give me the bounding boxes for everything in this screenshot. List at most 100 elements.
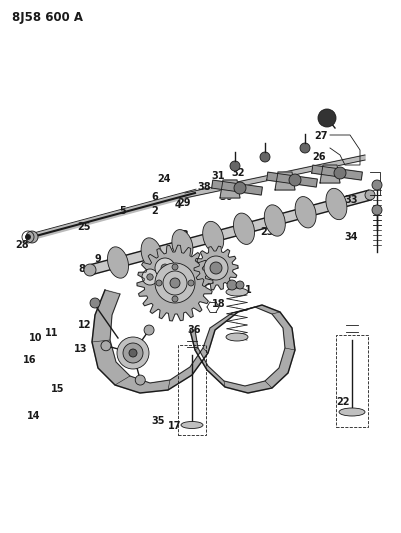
Ellipse shape [226, 288, 248, 296]
Ellipse shape [233, 213, 255, 245]
Circle shape [147, 274, 153, 280]
Ellipse shape [181, 422, 203, 429]
Circle shape [204, 256, 228, 280]
Circle shape [26, 235, 30, 239]
Ellipse shape [203, 221, 224, 253]
Text: 16: 16 [23, 355, 37, 365]
Polygon shape [137, 245, 213, 321]
Text: 21: 21 [176, 286, 189, 295]
Text: 14: 14 [27, 411, 41, 421]
Circle shape [372, 180, 382, 190]
Circle shape [172, 296, 178, 302]
Text: 22: 22 [336, 398, 350, 407]
Circle shape [101, 341, 111, 351]
Text: 5: 5 [119, 206, 126, 215]
Polygon shape [89, 190, 371, 275]
Polygon shape [31, 191, 196, 239]
Text: 35: 35 [152, 416, 165, 426]
Ellipse shape [107, 247, 128, 278]
Polygon shape [212, 180, 262, 195]
Polygon shape [92, 290, 295, 393]
Polygon shape [275, 172, 295, 190]
Circle shape [300, 143, 310, 153]
Circle shape [170, 278, 180, 288]
Circle shape [227, 280, 237, 290]
Circle shape [90, 298, 100, 308]
Text: 2: 2 [151, 206, 158, 215]
Text: 32: 32 [232, 168, 245, 178]
Circle shape [161, 264, 169, 272]
Circle shape [142, 269, 158, 285]
Circle shape [163, 271, 187, 295]
Circle shape [334, 167, 346, 179]
Circle shape [26, 231, 38, 243]
Ellipse shape [226, 333, 248, 341]
Text: 12: 12 [77, 320, 91, 330]
Circle shape [117, 337, 149, 369]
Ellipse shape [295, 197, 316, 228]
Text: 11: 11 [45, 328, 59, 338]
Ellipse shape [339, 408, 365, 416]
Text: 25: 25 [77, 222, 91, 231]
Circle shape [172, 264, 178, 270]
Text: 28: 28 [15, 240, 29, 250]
Ellipse shape [141, 238, 162, 269]
Text: 37: 37 [166, 248, 179, 258]
Circle shape [289, 174, 301, 186]
Text: 24: 24 [158, 174, 171, 183]
Text: 13: 13 [73, 344, 87, 354]
Text: 36: 36 [188, 326, 201, 335]
Bar [336, 335, 368, 427]
Text: 7: 7 [203, 262, 210, 271]
Ellipse shape [172, 230, 193, 261]
Text: 3: 3 [181, 230, 188, 239]
Circle shape [144, 325, 154, 335]
Polygon shape [312, 165, 363, 180]
Circle shape [234, 182, 246, 194]
Text: 1: 1 [245, 286, 252, 295]
Text: 38: 38 [198, 182, 211, 191]
Text: 4: 4 [175, 200, 182, 210]
Text: 6: 6 [151, 192, 158, 202]
Ellipse shape [264, 205, 285, 236]
Circle shape [230, 161, 240, 171]
Circle shape [129, 349, 137, 357]
Circle shape [210, 262, 222, 274]
Polygon shape [220, 180, 240, 198]
Polygon shape [194, 246, 238, 290]
Text: 29: 29 [178, 198, 191, 207]
Bar [178, 345, 206, 435]
Text: 23: 23 [260, 227, 273, 237]
Text: 34: 34 [344, 232, 358, 242]
Circle shape [84, 264, 96, 276]
Text: 8: 8 [79, 264, 86, 274]
Polygon shape [320, 165, 340, 183]
Circle shape [123, 343, 143, 363]
Polygon shape [185, 155, 365, 198]
Text: 9: 9 [95, 254, 101, 263]
Circle shape [372, 205, 382, 215]
Ellipse shape [326, 188, 347, 220]
Circle shape [156, 280, 162, 286]
Circle shape [155, 258, 175, 278]
Text: 10: 10 [29, 334, 43, 343]
Circle shape [155, 263, 195, 303]
Text: 31: 31 [212, 171, 225, 181]
Circle shape [135, 375, 145, 385]
Text: 17: 17 [168, 422, 181, 431]
Text: 20: 20 [228, 286, 241, 295]
Text: 26: 26 [312, 152, 326, 162]
Text: 8J58 600 A: 8J58 600 A [12, 11, 83, 23]
Text: 27: 27 [314, 131, 328, 141]
Text: 33: 33 [344, 195, 358, 205]
Text: 30: 30 [220, 192, 233, 202]
Text: 19: 19 [192, 294, 205, 303]
Circle shape [365, 190, 375, 200]
Circle shape [318, 109, 336, 127]
Circle shape [188, 280, 194, 286]
Text: 15: 15 [51, 384, 65, 394]
Polygon shape [267, 172, 317, 187]
Circle shape [236, 281, 244, 289]
Text: 18: 18 [212, 299, 225, 309]
Circle shape [260, 152, 270, 162]
